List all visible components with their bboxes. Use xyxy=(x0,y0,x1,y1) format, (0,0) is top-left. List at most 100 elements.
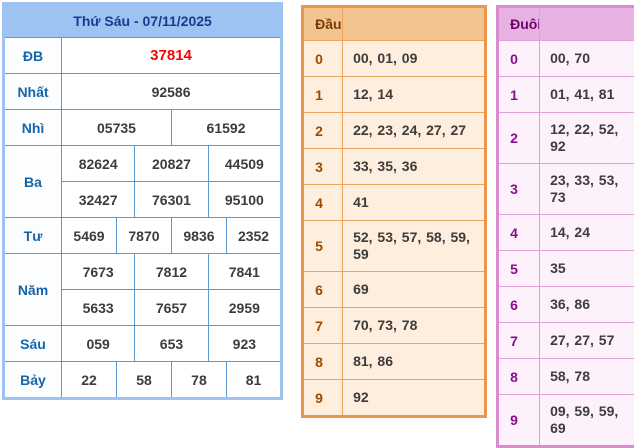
prize-value-cell: 5633 xyxy=(60,289,136,326)
table-row: Nhì 05735 61592 xyxy=(3,109,283,146)
list-item: 1 12, 14 xyxy=(302,76,487,113)
prize-row-label: Ba xyxy=(3,145,62,218)
prize-value-cell: 05735 xyxy=(61,109,172,146)
duoi-values: 35 xyxy=(539,250,634,287)
prize-value-cell: 059 xyxy=(60,325,136,362)
list-item: 0 00, 70 xyxy=(497,40,634,77)
duoi-values: 00, 70 xyxy=(539,40,634,77)
dau-digit: 2 xyxy=(302,112,344,149)
result-table: Thứ Sáu - 07/11/2025 ĐB 37814 Nhất 92586… xyxy=(2,2,284,400)
list-item: 1 01, 41, 81 xyxy=(497,76,634,113)
list-item: 0 00, 01, 09 xyxy=(302,40,487,77)
table-row: 32427 76301 95100 xyxy=(4,181,283,218)
prize-value-cell: 2352 xyxy=(225,217,283,254)
prize-value-cell: 92586 xyxy=(60,73,283,110)
duoi-values: 09, 59, 59, 69 xyxy=(539,394,634,447)
prize-row-label: Tư xyxy=(3,217,62,254)
prize-value-cell: 76301 xyxy=(134,181,209,218)
dau-digit: 9 xyxy=(302,379,344,417)
dau-values: 12, 14 xyxy=(342,76,487,113)
prize-row-label: Năm xyxy=(3,253,62,326)
duoi-digit: 8 xyxy=(497,358,541,395)
dau-values: 92 xyxy=(342,379,487,417)
prize-value-cell: 653 xyxy=(134,325,209,362)
special-prize-value: 37814 xyxy=(60,37,283,74)
table-row: Năm 7673 7812 7841 xyxy=(3,253,283,326)
dau-digit: 8 xyxy=(302,343,344,380)
prize-value-cell: 7657 xyxy=(134,289,209,326)
duoi-digit: 9 xyxy=(497,394,541,447)
list-item: 3 23, 33, 53, 73 xyxy=(497,163,634,215)
duoi-header-spacer xyxy=(539,6,634,41)
duoi-values: 14, 24 xyxy=(539,214,634,251)
list-item: 5 35 xyxy=(497,250,634,287)
dau-values: 33, 35, 36 xyxy=(342,148,487,185)
duoi-table: Đuôi 0 00, 70 1 01, 41, 81 2 12, 22, 52,… xyxy=(496,5,634,448)
dau-table: Đầu 0 00, 01, 09 1 12, 14 2 22, 23, 24, … xyxy=(301,5,488,418)
prize-value-cell: 44509 xyxy=(207,145,283,182)
dau-digit: 0 xyxy=(302,40,344,77)
list-item: 5 52, 53, 57, 58, 59, 59 xyxy=(302,220,487,272)
list-item: 8 81, 86 xyxy=(302,343,487,380)
prize-value-cell: 22 xyxy=(61,361,117,399)
duoi-digit: 0 xyxy=(497,40,541,77)
duoi-values: 58, 78 xyxy=(539,358,634,395)
duoi-values: 27, 27, 57 xyxy=(539,322,634,359)
prize-value-cell: 7841 xyxy=(207,253,283,290)
dau-values: 00, 01, 09 xyxy=(342,40,487,77)
duoi-digit: 4 xyxy=(497,214,541,251)
list-item: 7 27, 27, 57 xyxy=(497,322,634,359)
prize-row-label: Nhì xyxy=(3,109,62,146)
dau-values: 70, 73, 78 xyxy=(342,307,487,344)
table-row: Bảy 22 58 78 81 xyxy=(3,361,283,399)
prize-value-cell: 81 xyxy=(225,361,283,399)
list-item: 4 14, 24 xyxy=(497,214,634,251)
table-row: ĐB 37814 xyxy=(3,37,283,74)
duoi-values: 12, 22, 52, 92 xyxy=(539,112,634,164)
prize-value-cell: 7870 xyxy=(115,217,172,254)
prize-value-cell: 9836 xyxy=(170,217,227,254)
duoi-values: 01, 41, 81 xyxy=(539,76,634,113)
list-item: 8 58, 78 xyxy=(497,358,634,395)
duoi-digit: 7 xyxy=(497,322,541,359)
dau-digit: 3 xyxy=(302,148,344,185)
table-row: Ba 82624 20827 44509 xyxy=(3,145,283,218)
prize-row-label: Sáu xyxy=(3,325,62,362)
prize-row-label: Nhất xyxy=(3,73,62,110)
dau-values: 41 xyxy=(342,184,487,221)
prize-value-cell: 5469 xyxy=(61,217,117,254)
prize-row-label: Bảy xyxy=(3,361,62,399)
duoi-values: 36, 86 xyxy=(539,286,634,323)
prize-value-cell: 32427 xyxy=(60,181,136,218)
prize-value-cell: 923 xyxy=(207,325,283,362)
table-row: Sáu 059 653 923 xyxy=(3,325,283,362)
prize-value-cell: 7812 xyxy=(134,253,209,290)
duoi-values: 23, 33, 53, 73 xyxy=(539,163,634,215)
list-item: 4 41 xyxy=(302,184,487,221)
table-row: 5633 7657 2959 xyxy=(4,289,283,326)
duoi-header: Đuôi xyxy=(497,6,541,41)
dau-values: 81, 86 xyxy=(342,343,487,380)
list-item: 3 33, 35, 36 xyxy=(302,148,487,185)
list-item: 2 12, 22, 52, 92 xyxy=(497,112,634,164)
table-row: Nhất 92586 xyxy=(3,73,283,110)
dau-header: Đầu xyxy=(302,6,344,41)
prize-value-cell: 58 xyxy=(115,361,172,399)
draw-date-header: Thứ Sáu - 07/11/2025 xyxy=(2,3,283,38)
prize-value-cell: 20827 xyxy=(134,145,209,182)
prize-row-label: ĐB xyxy=(3,37,62,74)
list-item: 2 22, 23, 24, 27, 27 xyxy=(302,112,487,149)
list-item: 6 69 xyxy=(302,271,487,308)
dau-digit: 5 xyxy=(302,220,344,272)
prize-value-cell: 95100 xyxy=(207,181,283,218)
prize-value-cell: 61592 xyxy=(170,109,283,146)
duoi-digit: 6 xyxy=(497,286,541,323)
list-item: 9 92 xyxy=(302,379,487,417)
dau-header-spacer xyxy=(342,6,487,41)
dau-digit: 4 xyxy=(302,184,344,221)
duoi-digit: 2 xyxy=(497,112,541,164)
prize-value-cell: 2959 xyxy=(207,289,283,326)
prize-value-cell: 78 xyxy=(170,361,227,399)
prize-value-cell: 82624 xyxy=(60,145,136,182)
